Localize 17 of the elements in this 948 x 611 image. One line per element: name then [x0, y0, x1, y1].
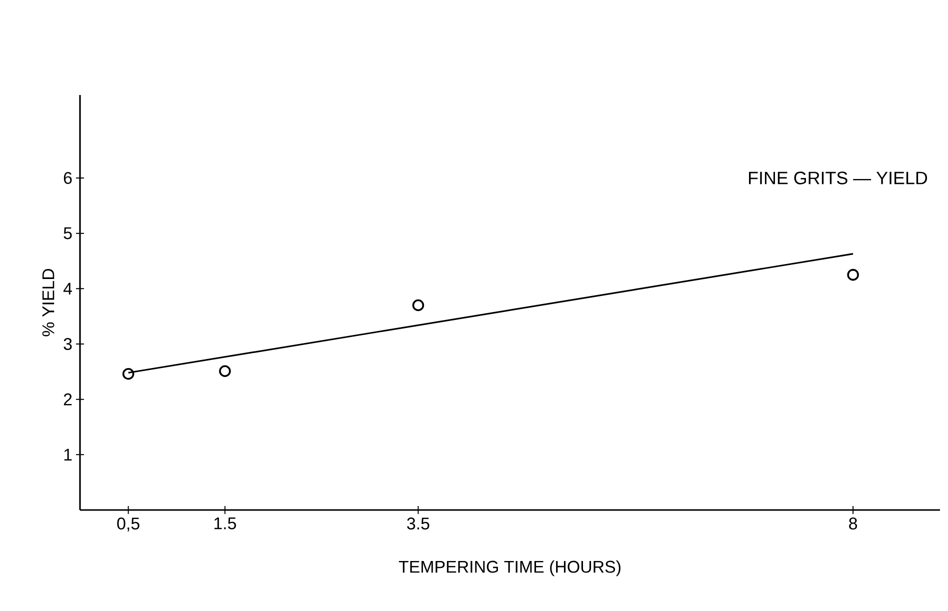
x-tick-label: 3.5: [407, 518, 430, 530]
x-axis-title: TEMPERING TIME (HOURS): [398, 560, 620, 576]
x-tick-label: 8: [849, 518, 858, 530]
text: FINE GRITS — YIELD: [749, 172, 928, 184]
y-tick-label: 3: [64, 338, 72, 350]
y-tick-label: 6: [64, 172, 72, 184]
x-tick-label: 0,5: [117, 518, 140, 532]
point: [219, 365, 231, 378]
point: [847, 268, 859, 281]
y-tick-label: 5: [64, 227, 72, 240]
y-axis-title: % YIELD: [42, 268, 54, 336]
x-tick-label: 1.5: [214, 518, 236, 530]
point: [412, 299, 424, 312]
y-tick-label: 2: [64, 393, 72, 406]
y-tick-label: 1: [64, 448, 72, 460]
point: [122, 368, 134, 380]
y-tick-label: 4: [63, 282, 72, 294]
